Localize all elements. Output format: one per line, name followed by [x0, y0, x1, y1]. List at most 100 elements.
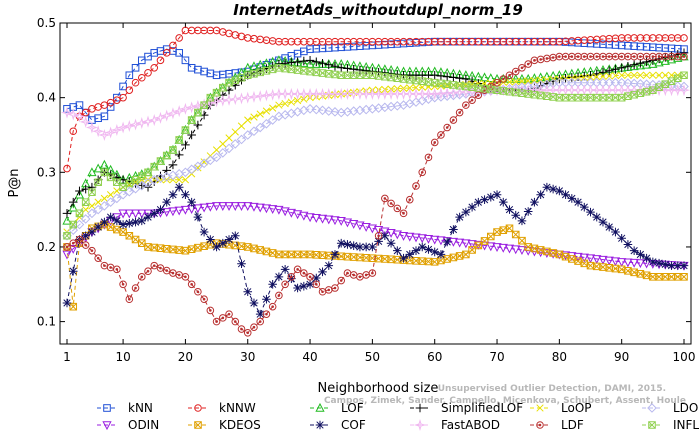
data-point [486, 242, 496, 252]
data-point [356, 273, 364, 281]
data-point [100, 217, 109, 227]
data-point [199, 203, 209, 213]
legend-item-simplifiedlof: SimplifiedLOF [410, 401, 523, 415]
x-tick-label: 40 [302, 350, 317, 364]
data-point [204, 96, 217, 109]
data-point [218, 148, 228, 158]
data-point [422, 87, 435, 100]
data-point [292, 210, 303, 220]
data-point [604, 66, 614, 76]
data-point [517, 216, 527, 226]
data-point [281, 99, 289, 108]
data-point [194, 108, 202, 117]
data-point [130, 183, 141, 194]
data-point [542, 182, 552, 192]
data-point [162, 266, 171, 275]
data-point [586, 261, 595, 270]
data-point [75, 235, 84, 244]
data-point [636, 59, 645, 68]
data-point [505, 71, 514, 80]
data-point [567, 73, 577, 82]
data-point [324, 286, 333, 294]
x-tick-label: 60 [427, 350, 442, 364]
data-point [272, 87, 285, 100]
y-tick-label: 0.4 [37, 91, 56, 105]
data-point [437, 256, 445, 265]
series-cof [62, 182, 689, 319]
data-point [430, 235, 440, 245]
data-point [268, 65, 277, 74]
data-point [499, 226, 508, 234]
data-point [661, 260, 670, 269]
data-point [237, 325, 246, 333]
data-point [311, 104, 322, 115]
legend-marker [648, 421, 656, 429]
data-point [60, 106, 74, 119]
data-point [150, 243, 159, 252]
data-point [88, 188, 96, 197]
data-point [604, 222, 614, 232]
data-point [137, 172, 146, 180]
data-point [231, 128, 239, 136]
data-point [330, 250, 340, 259]
data-point [548, 76, 558, 86]
data-point [536, 190, 545, 199]
data-point [624, 267, 632, 275]
data-point [385, 87, 398, 100]
data-point [336, 63, 346, 73]
data-point [62, 250, 72, 260]
data-point [100, 101, 109, 109]
data-point [169, 41, 177, 50]
data-point [629, 61, 639, 71]
data-point [225, 134, 233, 142]
data-point [131, 178, 140, 186]
data-point [206, 306, 215, 315]
data-point [449, 116, 458, 124]
data-point [112, 193, 122, 204]
data-point [349, 220, 359, 229]
data-point [175, 176, 183, 184]
data-point [462, 101, 470, 109]
data-point [378, 87, 391, 100]
data-point [443, 255, 451, 263]
y-tick-label: 0.3 [37, 165, 56, 179]
y-tick-label: 0.1 [37, 315, 56, 329]
data-point [249, 126, 259, 137]
data-point [548, 249, 558, 259]
data-point [347, 87, 360, 100]
data-point [318, 267, 327, 277]
data-point [316, 87, 329, 100]
data-point [150, 162, 159, 171]
data-point [618, 71, 626, 79]
data-point [505, 224, 514, 233]
series-line-odin [66, 205, 685, 267]
data-point [361, 66, 371, 76]
data-point [125, 71, 134, 80]
data-point [660, 55, 670, 65]
data-point [306, 273, 314, 281]
data-point [568, 255, 576, 263]
data-point [317, 214, 328, 224]
data-point [573, 197, 583, 207]
credit-line-2: Campos, Zimek, Sander, Campello, Micenko… [324, 396, 686, 406]
data-point [212, 317, 221, 326]
legend-marker [315, 402, 325, 412]
data-point [181, 176, 190, 184]
data-point [374, 237, 383, 246]
legend-label: LOF [341, 401, 364, 415]
data-point [137, 239, 146, 248]
series-line-lof [66, 56, 685, 222]
data-point [349, 271, 358, 279]
data-point [486, 192, 496, 202]
legend-item-loop: LoOP [530, 401, 592, 415]
data-point [343, 89, 352, 97]
data-point [299, 281, 309, 291]
data-point [255, 203, 265, 213]
data-point [331, 91, 339, 99]
data-point [630, 71, 638, 79]
data-point [362, 271, 370, 279]
data-point [635, 259, 645, 269]
data-point [154, 111, 167, 124]
data-point [67, 108, 80, 121]
data-point [366, 87, 379, 100]
